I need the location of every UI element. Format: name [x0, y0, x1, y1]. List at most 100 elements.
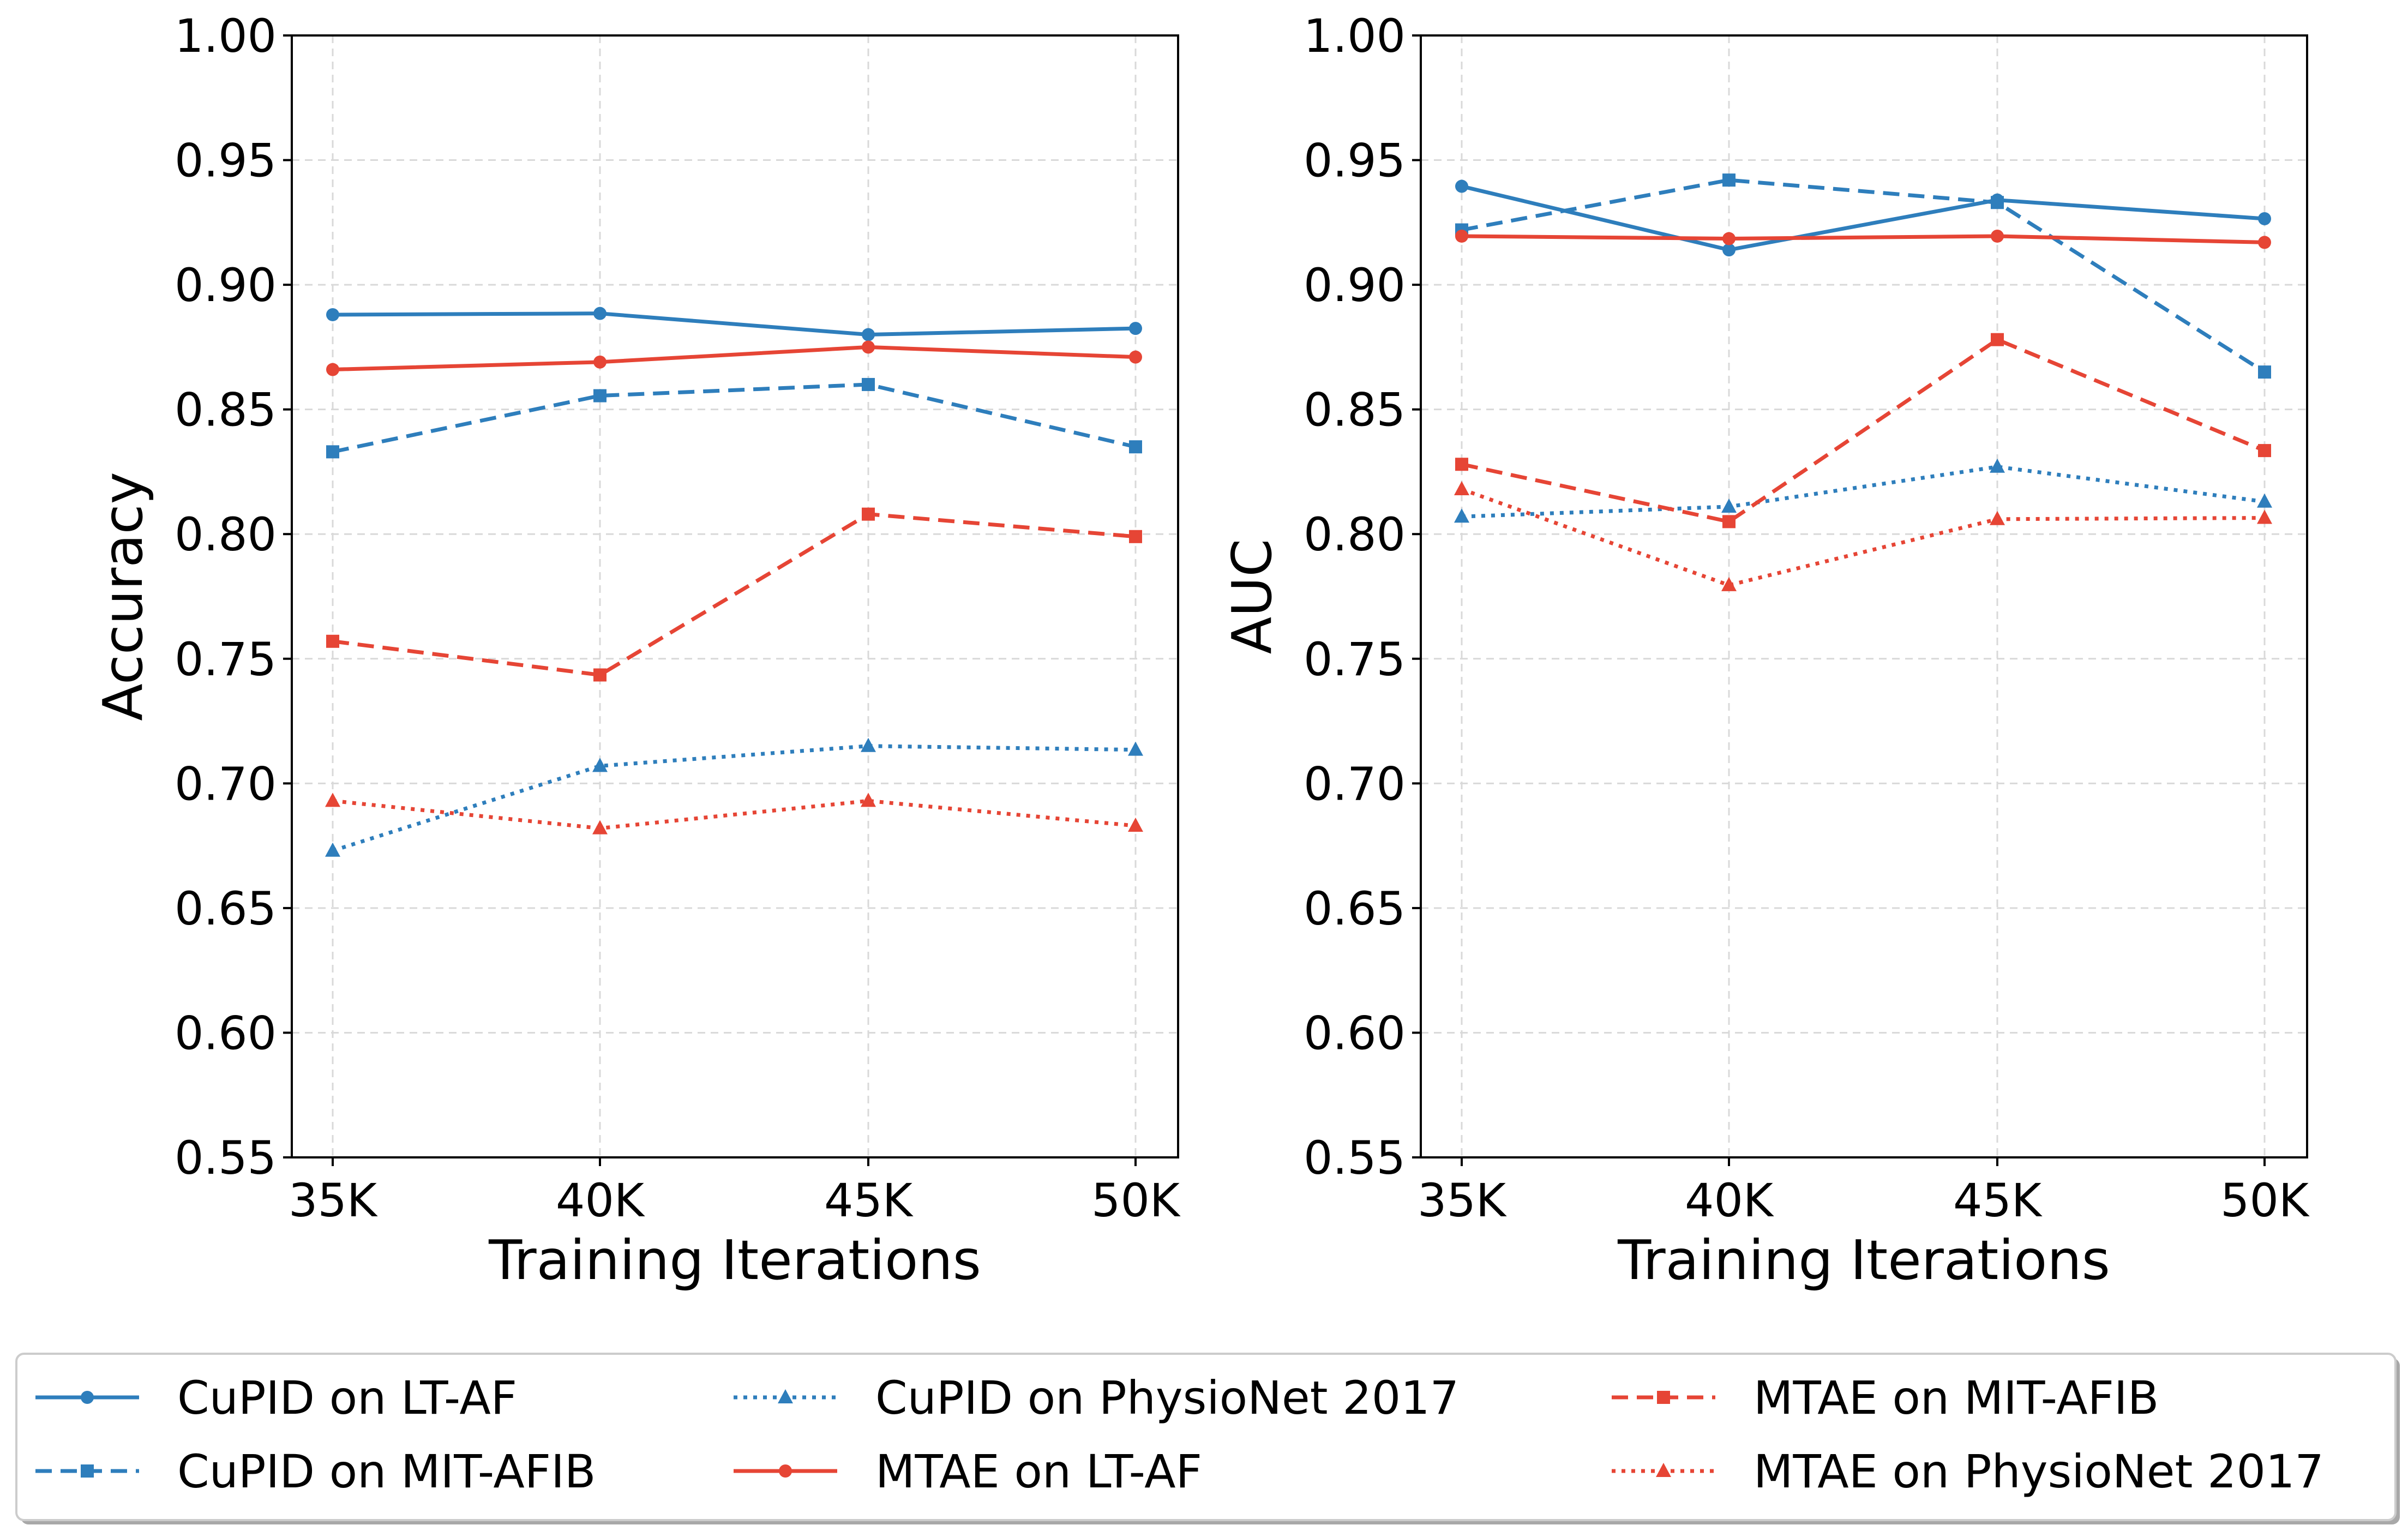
plot-frame: [1420, 34, 2308, 1158]
data-point-mtae-on-mit-afib: [1129, 530, 1142, 543]
data-point-mtae-on-lt-af: [1722, 232, 1736, 245]
y-tick-label: 0.75: [1304, 633, 1406, 686]
data-point-cupid-on-physionet-2017: [325, 842, 340, 857]
x-tick-label: 40K: [556, 1174, 645, 1227]
legend-marker-cupid-on-lt-af: [81, 1391, 94, 1404]
data-point-cupid-on-physionet-2017: [2257, 493, 2272, 508]
series-line-mtae-on-physionet-2017: [1461, 487, 2265, 587]
y-tick-label: 0.95: [175, 134, 277, 188]
y-tick-label: 0.55: [175, 1131, 277, 1185]
data-point-cupid-on-physionet-2017: [861, 737, 876, 752]
data-point-mtae-on-mit-afib: [593, 668, 606, 682]
data-point-mtae-on-lt-af: [862, 340, 875, 354]
legend-marker-cupid-on-mit-afib: [81, 1464, 94, 1478]
data-point-mtae-on-mit-afib: [2258, 444, 2271, 458]
y-axis-title: Accuracy: [91, 472, 155, 721]
y-tick-label: 0.70: [175, 757, 277, 810]
data-point-cupid-on-physionet-2017: [1128, 741, 1143, 756]
data-point-mtae-on-lt-af: [326, 363, 339, 376]
data-point-cupid-on-lt-af: [1455, 179, 1468, 193]
data-point-mtae-on-physionet-2017: [1721, 577, 1737, 591]
y-tick-label: 0.80: [1304, 508, 1406, 561]
series-line-cupid-on-lt-af: [332, 311, 1136, 337]
data-point-mtae-on-mit-afib: [1722, 515, 1736, 529]
data-point-mtae-on-lt-af: [2258, 236, 2271, 249]
y-tick-label: 0.60: [1304, 1006, 1406, 1060]
y-tick-label: 0.65: [1304, 882, 1406, 935]
y-tick-label: 0.70: [1304, 757, 1406, 810]
legend-label-cupid-on-physionet-2017: CuPID on PhysioNet 2017: [875, 1371, 1459, 1425]
series-line-mtae-on-mit-afib: [1461, 338, 2266, 524]
y-tick-label: 0.85: [1304, 383, 1406, 437]
data-point-mtae-on-physionet-2017: [2257, 509, 2272, 524]
data-point-mtae-on-lt-af: [1129, 350, 1142, 364]
x-tick-label: 35K: [1418, 1174, 1507, 1227]
y-tick-label: 1.00: [1304, 9, 1406, 63]
x-tick-label: 45K: [1953, 1174, 2043, 1227]
data-point-mtae-on-physionet-2017: [1990, 511, 2005, 525]
legend-box: [15, 1353, 2397, 1521]
y-tick-label: 0.80: [175, 508, 277, 561]
legend-marker-mtae-on-lt-af: [779, 1464, 792, 1478]
data-point-cupid-on-physionet-2017: [1454, 508, 1469, 523]
auc-panel: 0.55 0.60 0.65 0.70 0.75 0.80 0.85 0.90 0.95 1.00…: [1220, 9, 2310, 1292]
series-line-cupid-on-mit-afib: [332, 382, 1136, 454]
data-point-cupid-on-lt-af: [1129, 322, 1142, 335]
data-point-cupid-on-lt-af: [862, 328, 875, 341]
data-point-mtae-on-lt-af: [593, 355, 606, 369]
data-point-cupid-on-mit-afib: [593, 389, 606, 403]
series-line-cupid-on-mit-afib: [1461, 178, 2266, 374]
data-point-cupid-on-physionet-2017: [592, 758, 608, 772]
legend-label-mtae-on-lt-af: MTAE on LT-AF: [875, 1445, 1202, 1498]
data-point-mtae-on-mit-afib: [326, 634, 339, 648]
legend-label-cupid-on-mit-afib: CuPID on MIT-AFIB: [177, 1445, 596, 1498]
data-point-cupid-on-mit-afib: [862, 377, 875, 391]
legend-marker-cupid-on-physionet-2017: [778, 1389, 793, 1403]
legend-label-mtae-on-mit-afib: MTAE on MIT-AFIB: [1754, 1371, 2159, 1425]
series-line-mtae-on-physionet-2017: [332, 798, 1136, 831]
data-point-cupid-on-physionet-2017: [1990, 458, 2005, 473]
data-point-cupid-on-mit-afib: [1129, 440, 1142, 454]
series-line-cupid-on-physionet-2017: [332, 744, 1136, 853]
data-point-mtae-on-lt-af: [1455, 229, 1468, 243]
data-point-cupid-on-lt-af: [593, 307, 606, 320]
data-point-mtae-on-physionet-2017: [592, 820, 608, 834]
data-point-mtae-on-mit-afib: [862, 507, 875, 521]
y-axis-title: AUC: [1220, 539, 1284, 654]
data-point-cupid-on-lt-af: [2258, 212, 2271, 225]
legend-label-mtae-on-physionet-2017: MTAE on PhysioNet 2017: [1754, 1445, 2324, 1498]
x-tick-label: 45K: [824, 1174, 914, 1227]
data-point-mtae-on-lt-af: [1991, 229, 2004, 243]
y-tick-label: 0.75: [175, 633, 277, 686]
data-point-cupid-on-lt-af: [1722, 243, 1736, 257]
y-tick-label: 0.90: [1304, 259, 1406, 312]
y-tick-label: 1.00: [175, 9, 277, 63]
x-tick-label: 40K: [1685, 1174, 1774, 1227]
data-point-mtae-on-physionet-2017: [325, 792, 340, 807]
data-point-mtae-on-physionet-2017: [1454, 481, 1469, 495]
data-point-cupid-on-mit-afib: [326, 445, 339, 459]
x-axis-title: Training Iterations: [1617, 1228, 2110, 1292]
data-point-cupid-on-lt-af: [326, 308, 339, 321]
y-tick-label: 0.90: [175, 259, 277, 312]
legend-marker-mtae-on-physionet-2017: [1656, 1463, 1671, 1477]
series-line-mtae-on-lt-af: [332, 345, 1136, 372]
x-axis-title: Training Iterations: [488, 1228, 981, 1292]
legend-marker-mtae-on-mit-afib: [1657, 1391, 1670, 1404]
x-tick-label: 50K: [1091, 1174, 1181, 1227]
y-tick-label: 0.60: [175, 1006, 277, 1060]
series-line-mtae-on-mit-afib: [332, 512, 1136, 677]
accuracy-panel: 0.55 0.60 0.65 0.70 0.75 0.80 0.85 0.90 0.95 1.00…: [91, 9, 1181, 1292]
data-point-cupid-on-mit-afib: [1991, 196, 2004, 209]
data-point-mtae-on-mit-afib: [1991, 333, 2004, 346]
data-point-cupid-on-mit-afib: [1722, 173, 1736, 187]
data-point-mtae-on-physionet-2017: [861, 792, 876, 807]
y-tick-label: 0.55: [1304, 1131, 1406, 1185]
legend: CuPID on LT-AF CuPID on MIT-AFIB CuPID on …: [15, 1353, 2400, 1524]
data-point-mtae-on-physionet-2017: [1128, 818, 1143, 832]
y-tick-label: 0.95: [1304, 134, 1406, 188]
series-line-mtae-on-lt-af: [1461, 234, 2265, 244]
y-tick-label: 0.85: [175, 383, 277, 437]
y-tick-label: 0.65: [175, 882, 277, 935]
